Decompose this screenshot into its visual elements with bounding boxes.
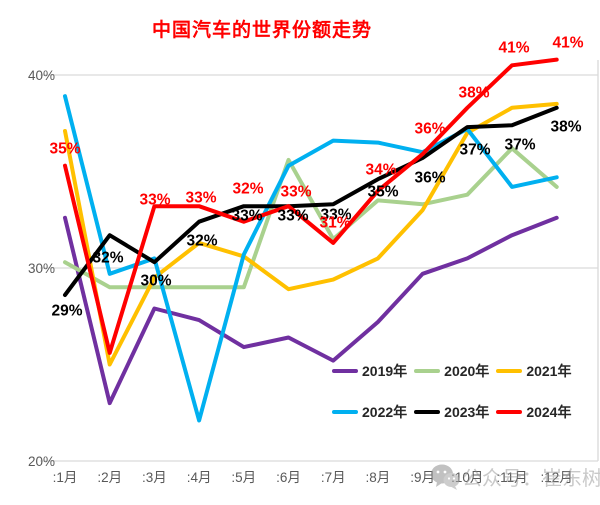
x-axis-tick-label: :3月	[142, 470, 167, 485]
y-axis-tick-label: 20%	[28, 454, 55, 469]
data-label-2024年: 38%	[458, 85, 489, 102]
data-label-2024年: 33%	[139, 192, 170, 209]
data-label-2023年: 33%	[231, 208, 262, 225]
legend-item-2023年: 2023年	[414, 402, 489, 422]
data-label-2024年: 33%	[280, 184, 311, 201]
legend-label: 2022年	[362, 404, 408, 420]
legend-swatch	[332, 369, 358, 373]
legend-item-2021年: 2021年	[496, 361, 571, 381]
series-line-2023年	[63, 105, 559, 297]
data-label-2023年: 32%	[92, 250, 123, 267]
data-label-2023年: 32%	[186, 233, 217, 250]
legend-swatch	[496, 410, 523, 414]
y-axis-tick-label: 30%	[28, 261, 55, 276]
series-line-2019年	[63, 215, 559, 406]
x-axis-tick-label: :2月	[97, 470, 122, 485]
x-axis-tick-label: :6月	[276, 470, 301, 485]
y-axis-tick-label: 40%	[28, 68, 55, 83]
x-axis-tick-label: :5月	[231, 470, 256, 485]
data-label-2023年: 37%	[459, 142, 490, 159]
x-axis-tick-label: :4月	[187, 470, 212, 485]
chart-title: 中国汽车的世界份额走势	[151, 20, 372, 41]
legend-swatch	[332, 410, 358, 414]
data-label-2024年: 34%	[365, 162, 396, 179]
x-axis-tick-label: :12月	[541, 470, 573, 485]
series-line-2020年	[63, 146, 559, 290]
data-label-2023年: 38%	[550, 119, 581, 136]
x-axis-tick-label: :1月	[53, 470, 78, 485]
legend-label: 2020年	[444, 363, 490, 379]
legend-label: 2023年	[444, 404, 490, 420]
legend-row-2: 2022年 2023年 2024年	[332, 402, 571, 422]
legend-swatch	[414, 369, 441, 373]
series-line-2024年	[63, 57, 559, 355]
legend-item-2019年: 2019年	[332, 361, 407, 381]
x-axis-tick-label: :10月	[451, 470, 483, 485]
legend-item-2022年: 2022年	[332, 402, 407, 422]
data-label-2023年: 30%	[140, 273, 171, 290]
x-axis-tick-label: :8月	[366, 470, 391, 485]
x-axis-tick-label: :11月	[496, 470, 527, 485]
data-label-2024年: 33%	[185, 190, 216, 207]
data-label-2023年: 36%	[414, 170, 445, 187]
legend-label: 2024年	[526, 404, 572, 420]
data-label-2024年: 32%	[232, 181, 263, 198]
legend-item-2024年: 2024年	[496, 402, 571, 422]
legend-label: 2019年	[362, 363, 408, 379]
data-label-2024年: 31%	[319, 215, 350, 232]
series-line-2022年	[63, 94, 559, 423]
legend-swatch	[496, 369, 523, 373]
data-label-2023年: 33%	[320, 207, 351, 224]
data-label-2024年: 35%	[49, 141, 80, 158]
data-label-2024年: 41%	[498, 40, 529, 57]
data-label-2023年: 33%	[277, 208, 308, 225]
x-axis-tick-label: :7月	[321, 470, 346, 485]
data-label-2024年: 36%	[414, 121, 445, 138]
data-label-2024年: 41%	[552, 35, 583, 52]
x-axis-tick-label: :9月	[410, 470, 435, 485]
data-label-2023年: 35%	[367, 184, 398, 201]
legend-swatch	[414, 410, 441, 414]
legend-item-2020年: 2020年	[414, 361, 489, 381]
legend-row-1: 2019年 2020年 2021年	[332, 361, 571, 381]
data-label-2023年: 29%	[51, 303, 82, 320]
legend-label: 2021年	[526, 363, 572, 379]
data-label-2023年: 37%	[504, 137, 535, 154]
